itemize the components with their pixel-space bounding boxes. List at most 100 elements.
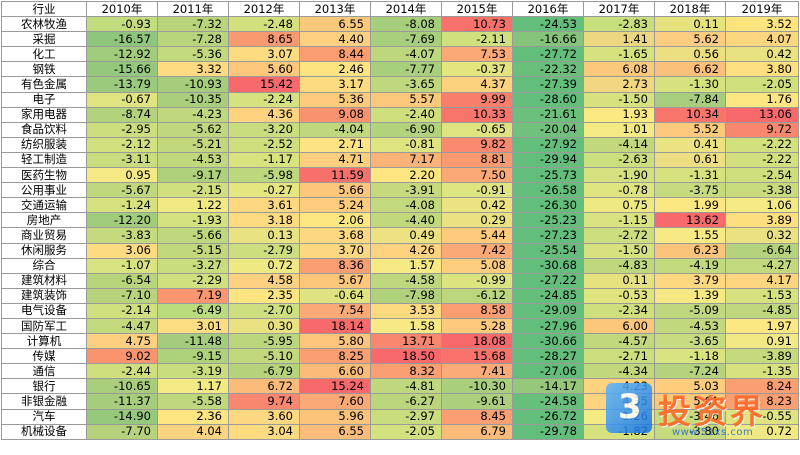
- return-value-cell: 0.72: [725, 423, 799, 440]
- return-value-cell: 13.62: [654, 212, 726, 229]
- return-value-cell: -4.04: [299, 121, 371, 138]
- return-value-cell: -4.57: [583, 333, 655, 350]
- return-value-cell: 10.34: [654, 106, 726, 123]
- industry-name-cell: 建筑装饰: [1, 287, 87, 304]
- return-value-cell: -14.90: [86, 408, 158, 425]
- table-row: 电子 -0.67 -10.35 -2.24 5.36 5.57 9.99 -28.60 -1.5…: [1, 91, 799, 108]
- table-row: 农林牧渔 -0.93 -7.32 -2.48 6.55 -8.08 10.73 -24.53-…: [1, 16, 799, 33]
- return-value-cell: -28.27: [512, 348, 584, 365]
- return-value-cell: -7.84: [654, 91, 726, 108]
- return-value-cell: -0.27: [228, 182, 300, 199]
- return-value-cell: 0.41: [654, 136, 726, 153]
- return-value-cell: 0.72: [228, 257, 300, 274]
- industry-name-cell: 综合: [1, 257, 87, 274]
- return-value-cell: -26.30: [512, 197, 584, 214]
- return-value-cell: -10.30: [441, 378, 513, 395]
- return-value-cell: 0.42: [441, 197, 513, 214]
- return-value-cell: 4.36: [228, 106, 300, 123]
- return-value-cell: 8.23: [725, 393, 799, 410]
- return-value-cell: -28.60: [512, 91, 584, 108]
- return-value-cell: -2.97: [370, 408, 442, 425]
- return-value-cell: 7.42: [441, 242, 513, 259]
- return-value-cell: 3.52: [725, 16, 799, 33]
- column-header-year: 2017年: [583, 0, 655, 18]
- column-header-year: 2019年: [725, 0, 799, 18]
- return-value-cell: -0.65: [441, 121, 513, 138]
- column-header-year: 2011年: [157, 0, 229, 18]
- return-value-cell: -9.61: [441, 393, 513, 410]
- industry-name-cell: 纺织服装: [1, 136, 87, 153]
- return-value-cell: 2.73: [583, 76, 655, 93]
- return-value-cell: -7.32: [157, 16, 229, 33]
- return-value-cell: -1.18: [654, 348, 726, 365]
- return-value-cell: 8.44: [299, 46, 371, 63]
- return-value-cell: 5.62: [654, 31, 726, 48]
- return-value-cell: 0.13: [228, 227, 300, 244]
- return-value-cell: -0.99: [441, 272, 513, 289]
- industry-returns-table: 行业 2010年 2011年 2012年 2013年 2014年 2015年 2016年 201…: [1, 0, 799, 440]
- return-value-cell: -2.52: [228, 136, 300, 153]
- return-value-cell: -1.82: [583, 423, 655, 440]
- return-value-cell: 6.00: [583, 317, 655, 335]
- return-value-cell: 8.32: [370, 363, 442, 380]
- return-value-cell: 1.57: [370, 257, 442, 274]
- industry-name-cell: 食品饮料: [1, 121, 87, 138]
- return-value-cell: -12.92: [86, 46, 158, 63]
- return-value-cell: -4.81: [370, 378, 442, 395]
- return-value-cell: -25.73: [512, 167, 584, 184]
- return-value-cell: -24.58: [512, 393, 584, 410]
- return-value-cell: -5.67: [86, 182, 158, 199]
- return-value-cell: -20.04: [512, 121, 584, 138]
- return-value-cell: 7.19: [157, 287, 229, 304]
- table-row: 休闲服务 3.06 -5.15 -2.79 3.70 4.26 7.42 -25.54 -1.5…: [1, 242, 799, 259]
- return-value-cell: -1.30: [654, 76, 726, 93]
- return-value-cell: -6.27: [370, 393, 442, 410]
- return-value-cell: 1.26: [583, 408, 655, 425]
- return-value-cell: -10.65: [86, 378, 158, 395]
- return-value-cell: -0.93: [86, 16, 158, 33]
- return-value-cell: -7.69: [370, 31, 442, 48]
- return-value-cell: 0.42: [725, 46, 799, 63]
- return-value-cell: -11.48: [157, 333, 229, 350]
- return-value-cell: 2.71: [299, 136, 371, 153]
- table-row: 交通运输 -1.24 1.22 3.61 5.24 -4.08 0.42 -26.30 0.75…: [1, 197, 799, 214]
- return-value-cell: -3.89: [725, 348, 799, 365]
- industry-name-cell: 传媒: [1, 348, 87, 365]
- table-row: 房地产 -12.20 -1.93 3.18 2.06 -4.40 0.29 -25.23 -1.…: [1, 212, 799, 229]
- return-value-cell: 5.96: [299, 408, 371, 425]
- return-value-cell: -2.24: [228, 91, 300, 108]
- return-value-cell: -2.72: [583, 227, 655, 244]
- column-header-year: 2016年: [512, 0, 584, 18]
- return-value-cell: -2.14: [86, 302, 158, 319]
- return-value-cell: 4.17: [725, 272, 799, 289]
- industry-name-cell: 采掘: [1, 31, 87, 48]
- return-value-cell: -1.50: [583, 91, 655, 108]
- return-value-cell: 6.62: [654, 61, 726, 78]
- table-row: 综合 -1.07 -3.27 0.72 8.36 1.57 5.08 -30.68 -4.83-…: [1, 257, 799, 274]
- return-value-cell: 8.81: [441, 151, 513, 169]
- return-value-cell: -5.66: [157, 227, 229, 244]
- return-value-cell: -1.93: [157, 212, 229, 229]
- header-row: 行业 2010年 2011年 2012年 2013年 2014年 2015年 2016年 201…: [1, 0, 799, 18]
- return-value-cell: -4.58: [370, 272, 442, 289]
- return-value-cell: 18.08: [441, 333, 513, 350]
- return-value-cell: 2.20: [370, 167, 442, 184]
- return-value-cell: 3.60: [228, 408, 300, 425]
- return-value-cell: 1.97: [725, 317, 799, 335]
- return-value-cell: 9.72: [725, 121, 799, 138]
- return-value-cell: -4.23: [157, 106, 229, 123]
- return-value-cell: -5.10: [228, 348, 300, 365]
- return-value-cell: -6.90: [370, 121, 442, 138]
- return-value-cell: -4.85: [725, 302, 799, 319]
- return-value-cell: -2.05: [370, 423, 442, 440]
- return-value-cell: -4.19: [654, 257, 726, 274]
- return-value-cell: 0.95: [86, 167, 158, 184]
- return-value-cell: -25.54: [512, 242, 584, 259]
- return-value-cell: -30.68: [512, 257, 584, 274]
- return-value-cell: 3.68: [299, 227, 371, 244]
- return-value-cell: -24.53: [512, 16, 584, 33]
- return-value-cell: -5.58: [157, 393, 229, 410]
- return-value-cell: -5.15: [157, 242, 229, 259]
- return-value-cell: 3.32: [157, 61, 229, 78]
- return-value-cell: 5.61: [654, 393, 726, 410]
